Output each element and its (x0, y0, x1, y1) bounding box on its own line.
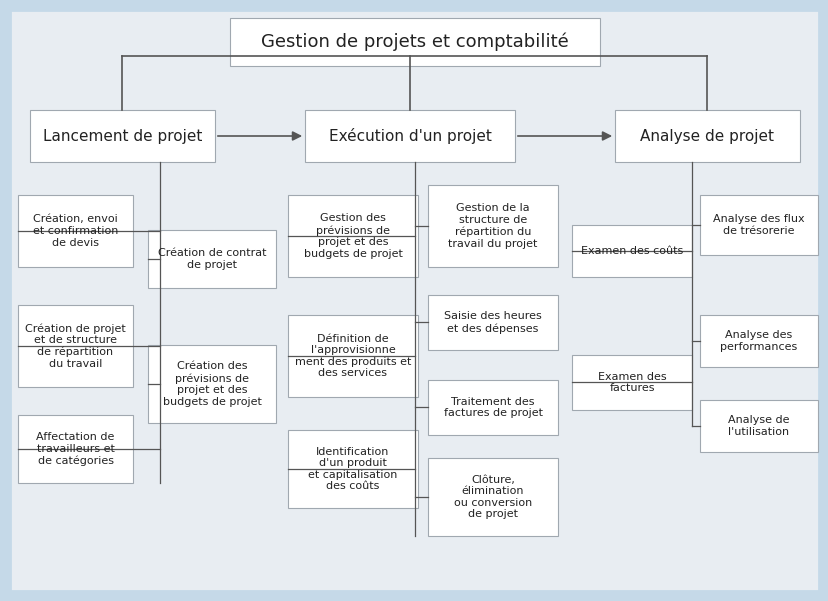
FancyBboxPatch shape (427, 295, 557, 350)
FancyBboxPatch shape (571, 355, 691, 410)
Text: Définition de
l'approvisionne
ment des produits et
des services: Définition de l'approvisionne ment des p… (295, 334, 411, 379)
FancyBboxPatch shape (571, 225, 691, 277)
Text: Clôture,
élimination
ou conversion
de projet: Clôture, élimination ou conversion de pr… (453, 475, 532, 519)
Text: Gestion de projets et comptabilité: Gestion de projets et comptabilité (261, 32, 568, 51)
Text: Analyse des
performances: Analyse des performances (720, 330, 797, 352)
Text: Analyse des flux
de trésorerie: Analyse des flux de trésorerie (712, 214, 804, 236)
Text: Gestion des
prévisions de
projet et des
budgets de projet: Gestion des prévisions de projet et des … (303, 213, 402, 258)
FancyBboxPatch shape (18, 415, 132, 483)
Text: Traitement des
factures de projet: Traitement des factures de projet (443, 397, 542, 418)
FancyBboxPatch shape (699, 315, 817, 367)
FancyBboxPatch shape (427, 185, 557, 267)
FancyBboxPatch shape (18, 305, 132, 387)
FancyBboxPatch shape (148, 230, 276, 288)
Text: Examen des coûts: Examen des coûts (580, 246, 682, 256)
FancyBboxPatch shape (305, 110, 514, 162)
FancyBboxPatch shape (287, 195, 417, 277)
Text: Gestion de la
structure de
répartition du
travail du projet: Gestion de la structure de répartition d… (448, 203, 537, 249)
FancyBboxPatch shape (10, 10, 818, 591)
Text: Création des
prévisions de
projet et des
budgets de projet: Création des prévisions de projet et des… (162, 361, 261, 407)
FancyBboxPatch shape (18, 195, 132, 267)
FancyBboxPatch shape (287, 430, 417, 508)
Text: Lancement de projet: Lancement de projet (43, 129, 202, 144)
FancyBboxPatch shape (287, 315, 417, 397)
Text: Saisie des heures
et des dépenses: Saisie des heures et des dépenses (444, 311, 542, 334)
FancyBboxPatch shape (427, 380, 557, 435)
Text: Examen des
factures: Examen des factures (597, 371, 666, 393)
FancyBboxPatch shape (427, 458, 557, 536)
Text: Analyse de
l'utilisation: Analyse de l'utilisation (727, 415, 789, 437)
FancyBboxPatch shape (699, 195, 817, 255)
FancyBboxPatch shape (614, 110, 799, 162)
Text: Création de contrat
de projet: Création de contrat de projet (157, 248, 266, 270)
Text: Création de projet
et de structure
de répartition
du travail: Création de projet et de structure de ré… (25, 323, 126, 369)
FancyBboxPatch shape (30, 110, 214, 162)
FancyBboxPatch shape (148, 345, 276, 423)
Text: Exécution d'un projet: Exécution d'un projet (328, 128, 491, 144)
FancyBboxPatch shape (699, 400, 817, 452)
Text: Création, envoi
et confirmation
de devis: Création, envoi et confirmation de devis (33, 215, 118, 248)
Text: Identification
d'un produit
et capitalisation
des coûts: Identification d'un produit et capitalis… (308, 447, 397, 492)
Text: Analyse de projet: Analyse de projet (640, 129, 773, 144)
FancyBboxPatch shape (229, 18, 599, 66)
Text: Affectation de
travailleurs et
de catégories: Affectation de travailleurs et de catégo… (36, 432, 114, 466)
